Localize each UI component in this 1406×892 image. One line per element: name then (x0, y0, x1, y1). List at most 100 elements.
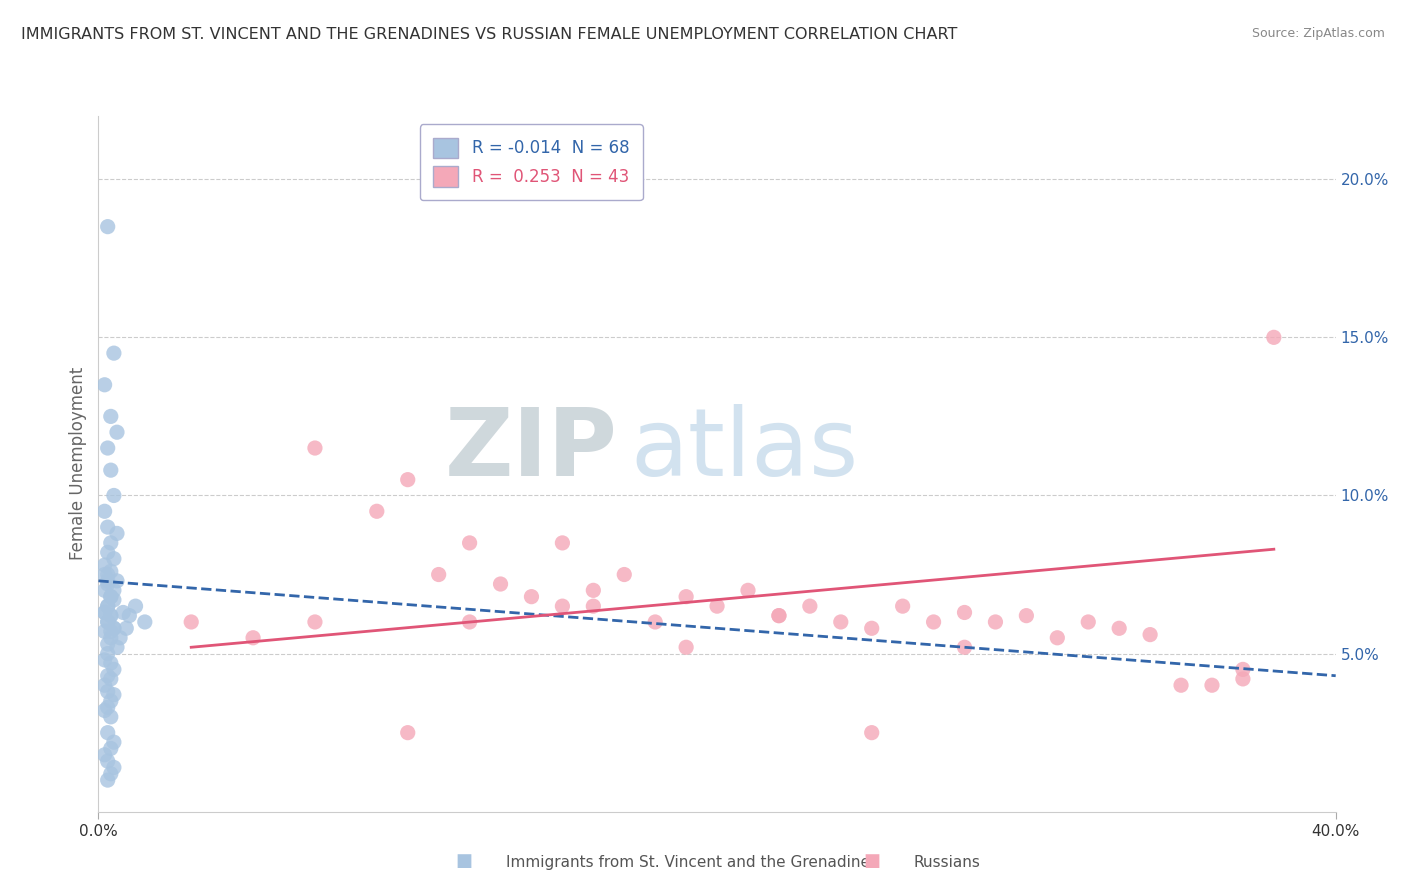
Y-axis label: Female Unemployment: Female Unemployment (69, 368, 87, 560)
Point (427, 567, 450, 582)
Point (97, 574, 120, 588)
Point (93, 678, 115, 692)
Point (830, 615, 852, 629)
Point (304, 441, 326, 455)
Point (768, 608, 790, 623)
Legend: R = -0.014  N = 68, R =  0.253  N = 43: R = -0.014 N = 68, R = 0.253 N = 43 (420, 124, 643, 200)
Point (97, 773, 120, 788)
Text: atlas: atlas (630, 404, 859, 496)
Point (100, 631, 122, 645)
Point (953, 640, 976, 655)
Point (93, 653, 115, 667)
Point (124, 599, 146, 614)
Point (551, 536, 574, 550)
Text: Immigrants from St. Vincent and the Grenadines: Immigrants from St. Vincent and the Gren… (506, 855, 879, 870)
Point (922, 615, 945, 629)
Point (1077, 615, 1099, 629)
Point (97, 754, 120, 768)
Point (105, 574, 128, 588)
Point (1232, 672, 1254, 686)
Text: IMMIGRANTS FROM ST. VINCENT AND THE GRENADINES VS RUSSIAN FEMALE UNEMPLOYMENT CO: IMMIGRANTS FROM ST. VINCENT AND THE GREN… (21, 27, 957, 42)
Point (799, 599, 821, 614)
Point (93, 377, 115, 392)
Point (103, 621, 125, 635)
Point (103, 488, 125, 502)
Point (105, 425, 128, 440)
Point (458, 615, 481, 629)
Point (93, 504, 115, 518)
Point (103, 621, 125, 635)
Point (860, 725, 883, 739)
Point (97, 219, 120, 234)
Point (97, 669, 120, 683)
Point (100, 536, 122, 550)
Point (737, 583, 759, 598)
Point (396, 473, 419, 487)
Point (675, 640, 697, 655)
Point (118, 608, 141, 623)
Point (97, 637, 120, 651)
Point (304, 615, 326, 629)
Point (97, 599, 120, 614)
Point (1015, 608, 1038, 623)
Point (1263, 330, 1285, 344)
Point (103, 760, 125, 774)
Point (97, 725, 120, 739)
Point (97, 577, 120, 591)
Point (860, 621, 883, 635)
Point (97, 599, 120, 614)
Point (100, 608, 122, 623)
Point (100, 656, 122, 670)
Point (891, 599, 914, 614)
Point (100, 672, 122, 686)
Point (97, 684, 120, 698)
Point (100, 590, 122, 604)
Point (105, 526, 128, 541)
Point (93, 606, 115, 620)
Point (582, 583, 605, 598)
Point (97, 615, 120, 629)
Point (1139, 627, 1161, 641)
Point (100, 608, 122, 623)
Point (100, 565, 122, 579)
Point (242, 631, 264, 645)
Point (134, 615, 156, 629)
Point (100, 710, 122, 724)
Point (180, 615, 202, 629)
Point (112, 606, 135, 620)
Point (489, 577, 512, 591)
Text: Russians: Russians (914, 855, 981, 870)
Point (93, 747, 115, 762)
Point (93, 583, 115, 598)
Point (103, 662, 125, 676)
Point (97, 647, 120, 661)
Point (1108, 621, 1130, 635)
Text: ZIP: ZIP (446, 404, 619, 496)
Point (396, 725, 419, 739)
Point (100, 694, 122, 708)
Point (93, 606, 115, 620)
Point (103, 551, 125, 566)
Point (103, 592, 125, 607)
Point (1046, 631, 1069, 645)
Point (706, 599, 728, 614)
Point (100, 463, 122, 477)
Point (768, 608, 790, 623)
Point (93, 704, 115, 718)
Point (97, 615, 120, 629)
Point (97, 567, 120, 582)
Point (103, 688, 125, 702)
Point (100, 590, 122, 604)
Text: Source: ZipAtlas.com: Source: ZipAtlas.com (1251, 27, 1385, 40)
Point (100, 741, 122, 756)
Point (103, 735, 125, 749)
Point (97, 700, 120, 714)
Point (1201, 678, 1223, 692)
Point (97, 441, 120, 455)
Point (644, 615, 666, 629)
Point (520, 590, 543, 604)
Point (97, 545, 120, 559)
Point (1170, 678, 1192, 692)
Text: ■: ■ (863, 852, 880, 870)
Point (1232, 662, 1254, 676)
